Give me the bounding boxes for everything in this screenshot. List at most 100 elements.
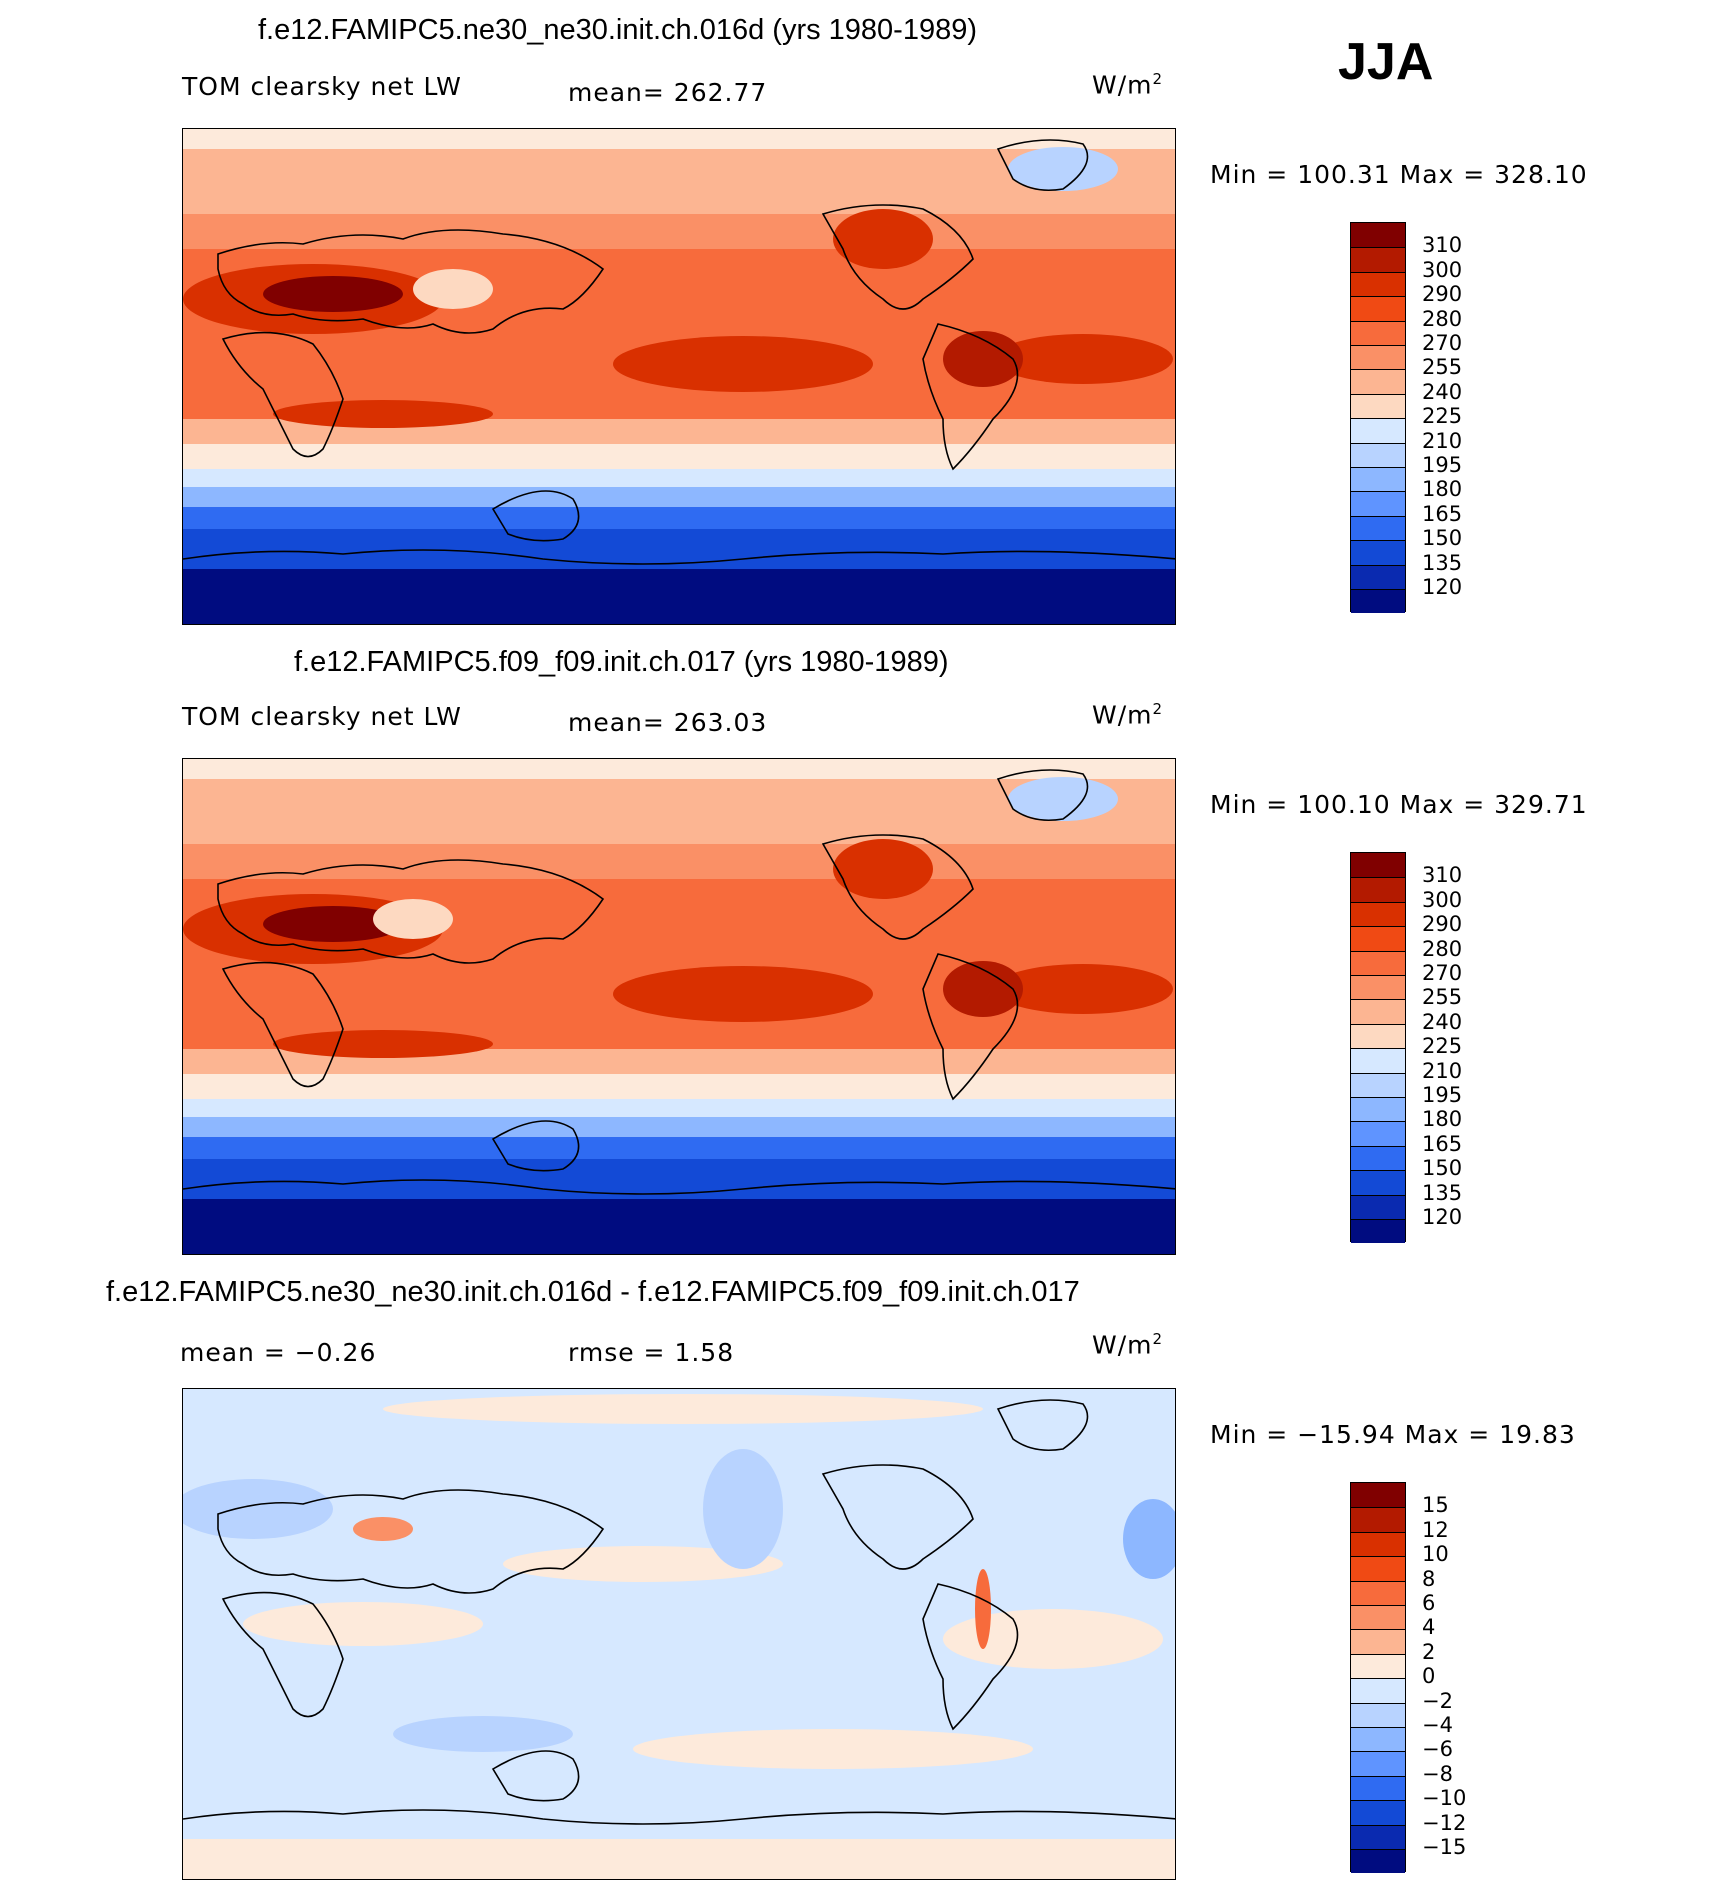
- colorbar-tick-label: 280: [1422, 936, 1463, 961]
- panel3-title: f.e12.FAMIPC5.ne30_ne30.init.ch.016d - f…: [106, 1276, 1080, 1308]
- colorbar-swatch: [1351, 1483, 1405, 1508]
- colorbar-swatch: [1351, 1800, 1405, 1825]
- colorbar-tick-label: 10: [1422, 1542, 1449, 1567]
- colorbar-tick-label: 120: [1422, 575, 1463, 599]
- colorbar-frame: [1350, 1482, 1406, 1874]
- season-label: JJA: [1338, 33, 1434, 91]
- colorbar-swatch: [1351, 1556, 1405, 1581]
- colorbar-swatch: [1351, 1678, 1405, 1703]
- colorbar-tick-label: 310: [1422, 233, 1463, 258]
- colorbar-tick-label: 300: [1422, 257, 1463, 282]
- colorbar-swatch: [1351, 1072, 1405, 1097]
- panel1-title: f.e12.FAMIPC5.ne30_ne30.init.ch.016d (yr…: [258, 14, 978, 46]
- colorbar-swatch: [1351, 540, 1405, 565]
- colorbar-swatch: [1351, 271, 1405, 297]
- panel3-map-field: [183, 1389, 1175, 1879]
- colorbar-swatch: [1351, 1121, 1405, 1146]
- colorbar-swatch: [1351, 1048, 1405, 1073]
- colorbar-tick-label: 135: [1422, 550, 1463, 575]
- colorbar-tick-label: 255: [1422, 985, 1463, 1010]
- colorbar-tick-label: −12: [1422, 1810, 1467, 1835]
- colorbar-swatch: [1351, 1170, 1405, 1195]
- colorbar-swatch: [1351, 999, 1405, 1024]
- colorbar-tick-label: 240: [1422, 1009, 1463, 1034]
- colorbar-swatch: [1351, 223, 1405, 248]
- panel2-title: f.e12.FAMIPC5.f09_f09.init.ch.017 (yrs 1…: [294, 646, 949, 678]
- colorbar-tick-label: 180: [1422, 477, 1463, 502]
- panel1-units: W/m2: [1092, 70, 1164, 100]
- colorbar-tick-label: 120: [1422, 1205, 1463, 1229]
- colorbar-frame: [1350, 852, 1406, 1244]
- colorbar-tick-label: 150: [1422, 1156, 1463, 1181]
- panel1-mean-label: mean= 262.77: [568, 78, 768, 107]
- colorbar-tick-label: 2: [1422, 1639, 1436, 1664]
- colorbar-swatch: [1351, 975, 1405, 1000]
- colorbar-tick-label: −10: [1422, 1786, 1467, 1811]
- colorbar-swatch: [1351, 442, 1405, 467]
- colorbar-tick-label: 270: [1422, 961, 1463, 985]
- colorbar-swatch: [1351, 393, 1405, 419]
- colorbar-swatch: [1351, 589, 1405, 614]
- colorbar-swatch: [1351, 345, 1405, 370]
- colorbar-tick-label: 12: [1422, 1517, 1449, 1542]
- colorbar-swatch: [1351, 1751, 1405, 1776]
- panel2-map: [182, 758, 1176, 1255]
- colorbar-tick-label: 290: [1422, 912, 1463, 937]
- colorbar-swatch: [1351, 320, 1405, 345]
- colorbar-swatch: [1351, 296, 1405, 321]
- panel1-minmax: Min = 100.31 Max = 328.10: [1210, 160, 1588, 189]
- colorbar-tick-label: −6: [1422, 1737, 1453, 1762]
- colorbar-swatch: [1351, 1219, 1405, 1244]
- colorbar-tick-label: 165: [1422, 501, 1463, 526]
- panel3-map: [182, 1388, 1176, 1880]
- colorbar-swatch: [1351, 564, 1405, 589]
- panel3-units: W/m2: [1092, 1330, 1164, 1360]
- panel1-variable-label: TOM clearsky net LW: [182, 72, 462, 101]
- colorbar-swatch: [1351, 877, 1405, 902]
- colorbar-swatch: [1351, 247, 1405, 272]
- panel2-minmax: Min = 100.10 Max = 329.71: [1210, 790, 1588, 819]
- colorbar-swatch: [1351, 1194, 1405, 1219]
- colorbar-swatch: [1351, 1702, 1405, 1727]
- colorbar-swatch: [1351, 1145, 1405, 1171]
- panel2-units: W/m2: [1092, 700, 1164, 730]
- colorbar-swatch: [1351, 1507, 1405, 1532]
- colorbar-tick-label: 8: [1422, 1566, 1436, 1591]
- colorbar-swatch: [1351, 1629, 1405, 1654]
- colorbar-tick-label: 210: [1422, 1058, 1463, 1083]
- panel2-map-field: [183, 759, 1175, 1254]
- colorbar-tick-label: −4: [1422, 1713, 1453, 1737]
- panel1-map-field: [183, 129, 1175, 624]
- colorbar-tick-label: 270: [1422, 331, 1463, 355]
- colorbar-tick-label: 165: [1422, 1131, 1463, 1156]
- colorbar-swatch: [1351, 1580, 1405, 1605]
- colorbar-tick-label: 210: [1422, 428, 1463, 453]
- colorbar-tick-label: 300: [1422, 887, 1463, 912]
- panel3-minmax: Min = −15.94 Max = 19.83: [1210, 1420, 1576, 1449]
- colorbar-tick-label: 280: [1422, 306, 1463, 331]
- colorbar-swatch: [1351, 1097, 1405, 1122]
- colorbar-swatch: [1351, 853, 1405, 878]
- colorbar-tick-label: 135: [1422, 1180, 1463, 1205]
- colorbar-tick-label: 225: [1422, 1034, 1463, 1059]
- panel1-map: [182, 128, 1176, 625]
- colorbar-tick-label: 290: [1422, 282, 1463, 307]
- colorbar-tick-label: 15: [1422, 1493, 1449, 1518]
- colorbar-tick-label: 195: [1422, 453, 1463, 477]
- colorbar-tick-label: 310: [1422, 863, 1463, 888]
- colorbar-tick-label: 6: [1422, 1591, 1436, 1615]
- colorbar-swatch: [1351, 467, 1405, 492]
- colorbar-tick-label: 0: [1422, 1664, 1436, 1689]
- colorbar-tick-label: 195: [1422, 1083, 1463, 1107]
- colorbar-tick-label: 4: [1422, 1615, 1436, 1640]
- colorbar-tick-label: 150: [1422, 526, 1463, 551]
- colorbar-frame: [1350, 222, 1406, 614]
- colorbar-swatch: [1351, 369, 1405, 394]
- panel2-variable-label: TOM clearsky net LW: [182, 702, 462, 731]
- colorbar-swatch: [1351, 1531, 1405, 1557]
- colorbar-swatch: [1351, 926, 1405, 951]
- colorbar-swatch: [1351, 1653, 1405, 1679]
- colorbar-tick-label: −2: [1422, 1688, 1453, 1713]
- colorbar-swatch: [1351, 418, 1405, 443]
- colorbar-swatch: [1351, 1605, 1405, 1630]
